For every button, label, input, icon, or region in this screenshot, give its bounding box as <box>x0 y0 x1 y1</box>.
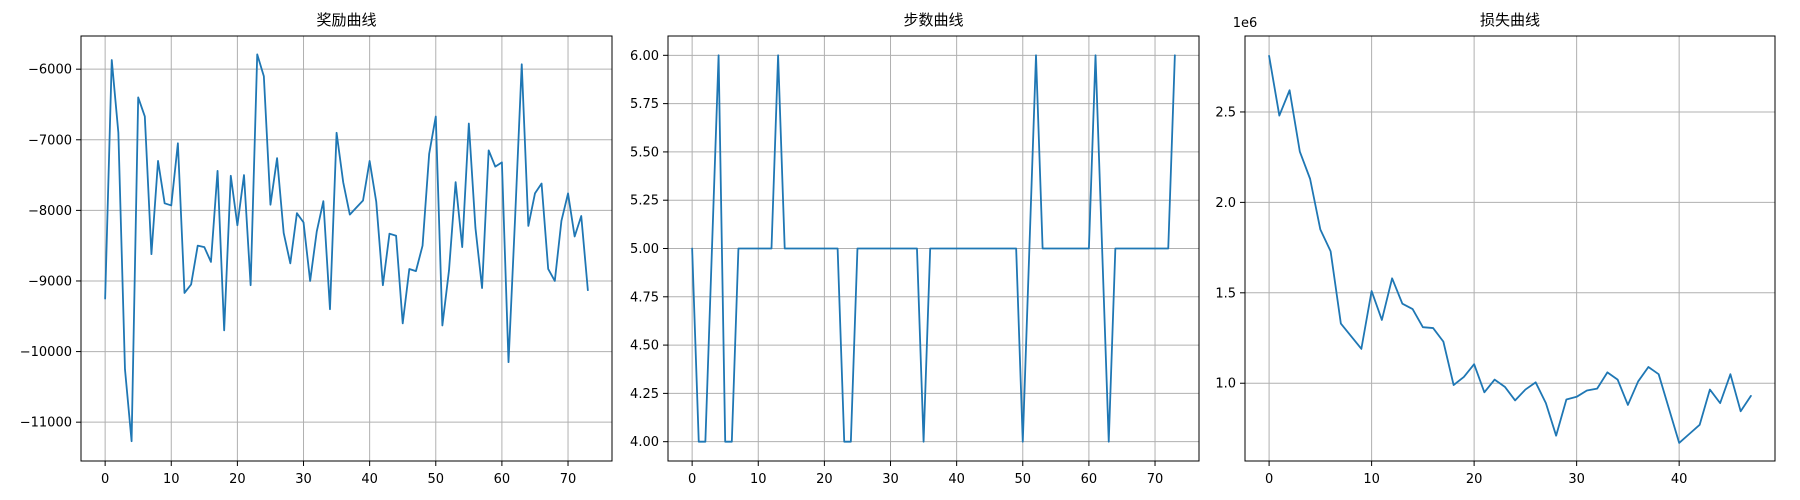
reward-y-tick-label: −10000 <box>20 345 72 360</box>
reward-x-tick-label: 0 <box>101 472 109 487</box>
steps-y-tick-label: 5.75 <box>630 97 659 112</box>
loss-y-tick-label: 2.0 <box>1215 196 1236 211</box>
reward-x-tick-label: 20 <box>229 472 246 487</box>
steps-y-tick-label: 6.00 <box>630 49 659 64</box>
loss-y-tick-label: 1.5 <box>1215 286 1236 301</box>
steps-x-tick-label: 20 <box>816 472 833 487</box>
loss-plot-frame <box>1244 35 1776 462</box>
steps-y-tick-label: 4.25 <box>630 387 659 402</box>
steps-chart-panel: 0 10 20 30 40 50 60 70 4.00 4.25 4.50 4.75 5.00 5.25 5… <box>630 11 1200 487</box>
steps-y-tick-label: 5.50 <box>630 145 659 160</box>
steps-series-line <box>691 54 1176 443</box>
reward-plot-frame <box>80 35 613 462</box>
loss-y-tick-label: 1.0 <box>1215 377 1236 392</box>
reward-x-tick-label: 10 <box>163 472 180 487</box>
reward-y-tick-label: −9000 <box>28 274 72 289</box>
reward-series-line <box>104 53 589 443</box>
steps-x-tick-label: 30 <box>882 472 899 487</box>
reward-chart-title: 奖励曲线 <box>316 11 376 29</box>
steps-x-tick-label: 60 <box>1081 472 1098 487</box>
loss-chart-title: 损失曲线 <box>1480 11 1540 29</box>
reward-x-tick-label: 50 <box>427 472 444 487</box>
steps-x-tick-label: 10 <box>750 472 767 487</box>
reward-y-tick-label: −11000 <box>20 416 72 431</box>
steps-x-tick-label: 50 <box>1014 472 1031 487</box>
reward-y-tick-label: −8000 <box>28 204 72 219</box>
reward-x-tick-label: 70 <box>560 472 577 487</box>
reward-x-tick-label: 30 <box>295 472 312 487</box>
loss-x-tick-label: 30 <box>1568 472 1585 487</box>
steps-y-tick-label: 4.75 <box>630 290 659 305</box>
steps-chart-title: 步数曲线 <box>903 11 963 29</box>
steps-y-tick-label: 4.00 <box>630 435 659 450</box>
loss-x-tick-label: 0 <box>1265 472 1273 487</box>
steps-x-tick-label: 0 <box>688 472 696 487</box>
reward-chart-panel: 0 10 20 30 40 50 60 70 −11000 −10000 −9000 −8000 −70… <box>20 11 613 487</box>
loss-chart-offset-text: 1e6 <box>1233 16 1258 31</box>
steps-y-tick-label: 5.25 <box>630 194 659 209</box>
reward-y-tick-label: −6000 <box>28 63 72 78</box>
reward-x-tick-label: 60 <box>494 472 511 487</box>
loss-x-tick-label: 20 <box>1466 472 1483 487</box>
steps-y-tick-label: 5.00 <box>630 242 659 257</box>
loss-x-tick-label: 10 <box>1363 472 1380 487</box>
steps-y-tick-label: 4.50 <box>630 339 659 354</box>
steps-x-tick-label: 70 <box>1147 472 1164 487</box>
steps-x-tick-label: 40 <box>948 472 965 487</box>
reward-x-tick-label: 40 <box>361 472 378 487</box>
reward-y-tick-label: −7000 <box>28 133 72 148</box>
loss-y-tick-label: 2.5 <box>1215 105 1236 120</box>
loss-x-tick-label: 40 <box>1671 472 1688 487</box>
loss-chart-panel: 0 10 20 30 40 1.0 1.5 2.0 2.5 损失曲线 1e6 <box>1215 11 1776 487</box>
loss-series-line <box>1268 54 1752 444</box>
